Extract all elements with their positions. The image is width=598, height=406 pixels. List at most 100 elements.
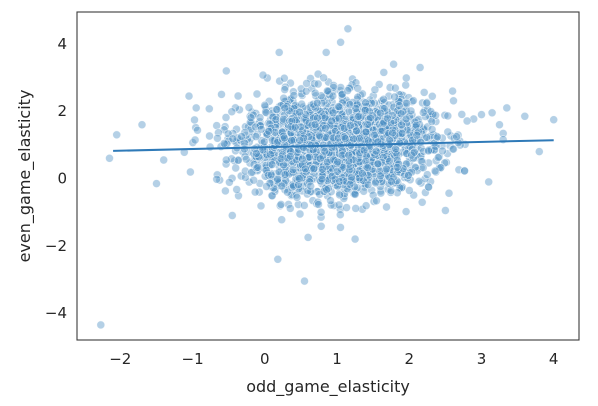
data-point bbox=[325, 121, 335, 130]
data-point bbox=[213, 134, 222, 143]
x-axis-ticks: −2 −1 0 1 2 3 4 bbox=[109, 350, 558, 368]
data-point bbox=[302, 79, 311, 88]
data-point bbox=[303, 186, 313, 195]
data-point bbox=[233, 91, 243, 101]
data-point bbox=[307, 120, 317, 130]
data-point bbox=[424, 182, 433, 192]
data-point bbox=[382, 164, 391, 174]
data-point bbox=[228, 134, 238, 143]
data-point bbox=[327, 116, 336, 126]
data-point bbox=[309, 164, 319, 174]
data-point bbox=[321, 48, 331, 57]
x-tick-label: 1 bbox=[332, 350, 342, 368]
data-point bbox=[152, 179, 161, 188]
data-point bbox=[212, 175, 221, 184]
data-point bbox=[344, 156, 354, 166]
data-point bbox=[344, 83, 354, 93]
data-point bbox=[283, 187, 292, 197]
data-point bbox=[225, 178, 234, 187]
data-point bbox=[329, 201, 339, 210]
data-point bbox=[286, 122, 296, 131]
data-point bbox=[417, 198, 427, 207]
data-point bbox=[390, 83, 400, 93]
data-point bbox=[361, 127, 371, 137]
data-point bbox=[318, 165, 327, 174]
data-point bbox=[370, 150, 380, 159]
data-point bbox=[401, 114, 411, 124]
data-point bbox=[223, 129, 233, 139]
data-point bbox=[343, 24, 353, 34]
data-point bbox=[495, 120, 504, 129]
data-point bbox=[261, 165, 271, 175]
data-point bbox=[394, 101, 404, 110]
data-point bbox=[317, 174, 327, 184]
data-point bbox=[284, 106, 294, 116]
x-tick-label: 0 bbox=[260, 350, 270, 368]
trend-line bbox=[113, 139, 554, 152]
data-point bbox=[358, 176, 368, 185]
y-tick-label: −4 bbox=[45, 304, 67, 322]
data-point bbox=[379, 95, 388, 104]
data-point bbox=[237, 132, 246, 141]
points-layer bbox=[96, 24, 559, 330]
data-point bbox=[303, 233, 313, 242]
data-point bbox=[262, 73, 272, 83]
data-point bbox=[352, 126, 361, 136]
data-point bbox=[320, 124, 330, 133]
data-point bbox=[232, 185, 241, 194]
data-point bbox=[316, 207, 326, 217]
data-point bbox=[391, 144, 400, 154]
data-point bbox=[310, 164, 319, 173]
data-point bbox=[418, 163, 428, 172]
data-point bbox=[319, 121, 329, 130]
data-point bbox=[314, 200, 323, 209]
data-point bbox=[353, 92, 363, 102]
data-point bbox=[385, 156, 394, 166]
data-point bbox=[361, 98, 370, 107]
data-point bbox=[279, 93, 289, 103]
data-point bbox=[241, 173, 250, 182]
data-point bbox=[320, 146, 330, 156]
data-point bbox=[188, 138, 198, 147]
data-point bbox=[298, 170, 308, 180]
data-point bbox=[271, 115, 281, 124]
data-point bbox=[448, 86, 457, 96]
data-point bbox=[322, 185, 332, 194]
data-point bbox=[222, 155, 231, 165]
data-point bbox=[112, 130, 121, 140]
data-point bbox=[386, 186, 396, 196]
data-point bbox=[382, 107, 392, 117]
data-point bbox=[205, 104, 214, 114]
data-point bbox=[390, 92, 399, 102]
data-point bbox=[334, 200, 344, 210]
data-point bbox=[371, 146, 381, 156]
data-point bbox=[396, 109, 406, 119]
data-point bbox=[301, 87, 311, 96]
data-point bbox=[426, 177, 435, 186]
data-point bbox=[304, 152, 314, 162]
data-point bbox=[340, 189, 349, 198]
data-point bbox=[363, 120, 373, 129]
data-point bbox=[469, 114, 479, 124]
data-point bbox=[250, 187, 260, 197]
data-point bbox=[205, 142, 215, 152]
data-point bbox=[350, 234, 360, 244]
data-point bbox=[397, 129, 407, 138]
data-point bbox=[407, 97, 417, 106]
data-point bbox=[280, 133, 289, 143]
data-point bbox=[310, 88, 320, 98]
data-point bbox=[326, 196, 335, 205]
data-point bbox=[431, 111, 440, 120]
data-point bbox=[286, 151, 295, 161]
data-point bbox=[433, 153, 443, 162]
data-point bbox=[395, 183, 405, 193]
data-point bbox=[256, 124, 266, 134]
data-point bbox=[389, 59, 398, 69]
data-point bbox=[349, 134, 358, 144]
data-point bbox=[410, 147, 419, 157]
data-point bbox=[259, 137, 269, 147]
data-point bbox=[366, 97, 376, 107]
data-point bbox=[105, 154, 114, 163]
